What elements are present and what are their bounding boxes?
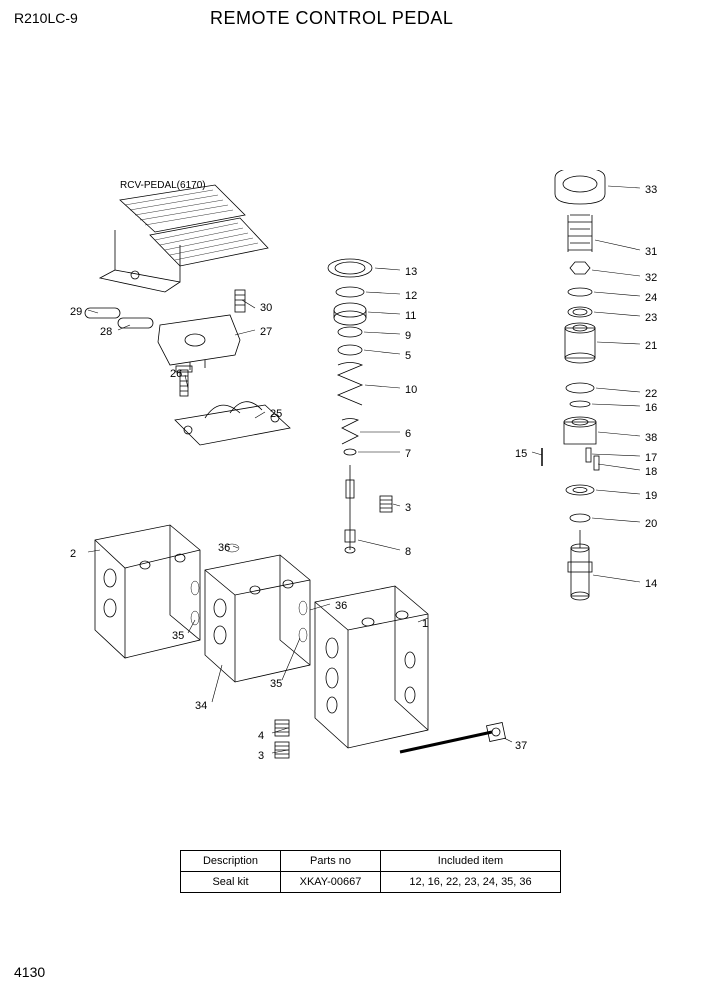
callout-21: 21	[645, 340, 657, 352]
callout-16: 16	[645, 402, 657, 414]
callout-1: 1	[422, 618, 428, 630]
callout-31: 31	[645, 246, 657, 258]
callout-35: 35	[270, 678, 282, 690]
callout-29: 29	[70, 306, 82, 318]
callout-9: 9	[405, 330, 411, 342]
callout-8: 8	[405, 546, 411, 558]
callout-3: 3	[258, 750, 264, 762]
table-cell: Seal kit	[181, 872, 281, 893]
callout-36: 36	[335, 600, 347, 612]
callout-22: 22	[645, 388, 657, 400]
table-col-header: Included item	[381, 851, 561, 872]
callout-3: 3	[405, 502, 411, 514]
callout-15: 15	[515, 448, 527, 460]
callout-20: 20	[645, 518, 657, 530]
callout-4: 4	[258, 730, 264, 742]
callout-36: 36	[218, 542, 230, 554]
page-number: 4130	[14, 964, 45, 980]
callout-13: 13	[405, 266, 417, 278]
table-body: Seal kitXKAY-0066712, 16, 22, 23, 24, 35…	[181, 872, 561, 893]
callout-10: 10	[405, 384, 417, 396]
diagram-svg	[40, 170, 660, 810]
callout-33: 33	[645, 184, 657, 196]
callout-6: 6	[405, 428, 411, 440]
table-col-header: Parts no	[281, 851, 381, 872]
callout-12: 12	[405, 290, 417, 302]
parts-table: DescriptionParts noIncluded item Seal ki…	[180, 850, 561, 893]
callout-23: 23	[645, 312, 657, 324]
callout-5: 5	[405, 350, 411, 362]
callout-25: 25	[270, 408, 282, 420]
page-title: REMOTE CONTROL PEDAL	[210, 8, 453, 29]
callout-30: 30	[260, 302, 272, 314]
callout-11: 11	[405, 310, 416, 322]
callout-35: 35	[172, 630, 184, 642]
callout-34: 34	[195, 700, 207, 712]
callout-24: 24	[645, 292, 657, 304]
table-col-header: Description	[181, 851, 281, 872]
callout-37: 37	[515, 740, 527, 752]
model-code: R210LC-9	[14, 10, 78, 26]
table-header-row: DescriptionParts noIncluded item	[181, 851, 561, 872]
callout-32: 32	[645, 272, 657, 284]
callout-28: 28	[100, 326, 112, 338]
callout-38: 38	[645, 432, 657, 444]
callout-2: 2	[70, 548, 76, 560]
callout-27: 27	[260, 326, 272, 338]
callout-19: 19	[645, 490, 657, 502]
table-cell: XKAY-00667	[281, 872, 381, 893]
table-row: Seal kitXKAY-0066712, 16, 22, 23, 24, 35…	[181, 872, 561, 893]
callout-14: 14	[645, 578, 657, 590]
callout-26: 26	[170, 368, 182, 380]
table-cell: 12, 16, 22, 23, 24, 35, 36	[381, 872, 561, 893]
callout-18: 18	[645, 466, 657, 478]
callout-17: 17	[645, 452, 657, 464]
callout-7: 7	[405, 448, 411, 460]
exploded-diagram: RCV-PEDAL(6170)	[40, 170, 660, 810]
